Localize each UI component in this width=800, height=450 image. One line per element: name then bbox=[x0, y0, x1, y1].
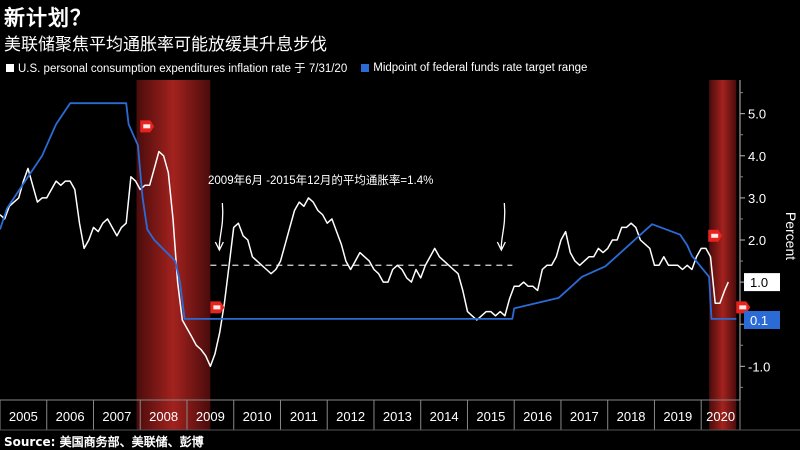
annotation-arrow-right bbox=[500, 202, 506, 251]
recession-flag-mark bbox=[213, 305, 221, 310]
y-tick-label: 4.0 bbox=[748, 149, 766, 164]
x-tick-label: 2010 bbox=[243, 409, 272, 424]
last-value-box-ffr bbox=[744, 311, 780, 329]
series-line-pce bbox=[0, 150, 729, 368]
page-title: 新计划？ bbox=[4, 6, 92, 30]
y-tick-label: -1.0 bbox=[748, 359, 770, 374]
x-tick-label: 2015 bbox=[476, 409, 505, 424]
x-tick-label: 2017 bbox=[570, 409, 599, 424]
recession-band bbox=[136, 80, 211, 430]
recession-flag-mark bbox=[739, 305, 747, 310]
x-tick-label: 2013 bbox=[383, 409, 412, 424]
x-tick-label: 2012 bbox=[336, 409, 365, 424]
annotation-arrow-right-head bbox=[496, 241, 506, 252]
y-tick-label: 3.0 bbox=[748, 191, 766, 206]
x-tick-label: 2008 bbox=[149, 409, 178, 424]
recession-flag-mark bbox=[143, 124, 151, 129]
x-tick-label: 2005 bbox=[9, 409, 38, 424]
last-value-label-pce: 1.0 bbox=[750, 275, 768, 290]
x-tick-label: 2007 bbox=[102, 409, 131, 424]
x-tick-label: 2016 bbox=[523, 409, 552, 424]
chart-legend: U.S. personal consumption expenditures i… bbox=[6, 60, 601, 76]
x-tick-label: 2020 bbox=[706, 409, 735, 424]
annotation-arrow-left bbox=[218, 202, 224, 251]
y-axis-title: Percent bbox=[783, 212, 799, 260]
x-tick-label: 2011 bbox=[290, 409, 318, 424]
legend-item-pce: U.S. personal consumption expenditures i… bbox=[6, 60, 347, 76]
x-tick-label: 2018 bbox=[617, 409, 646, 424]
x-tick-label: 2019 bbox=[663, 409, 692, 424]
x-tick-label: 2014 bbox=[430, 409, 459, 424]
last-value-box-pce bbox=[744, 273, 780, 292]
legend-item-ffr: Midpoint of federal funds rate target ra… bbox=[361, 62, 587, 74]
x-tick-label: 2006 bbox=[56, 409, 85, 424]
annotation-arrow-left-head bbox=[214, 241, 224, 252]
legend-swatch-pce bbox=[6, 64, 14, 72]
last-value-label-ffr: 0.1 bbox=[750, 313, 768, 328]
y-tick-label: 2.0 bbox=[748, 233, 766, 248]
x-tick-label: 2009 bbox=[196, 409, 225, 424]
recession-band bbox=[709, 80, 737, 430]
source-note: Source: 美国商务部、美联储、彭博 bbox=[4, 435, 204, 449]
legend-swatch-ffr bbox=[361, 64, 370, 72]
recession-flag-mark bbox=[711, 233, 719, 238]
y-tick-label: 5.0 bbox=[748, 107, 766, 122]
series-line-ffr bbox=[0, 102, 737, 320]
page-subtitle: 美联储聚焦平均通胀率可能放缓其升息步伐 bbox=[4, 35, 327, 55]
legend-label-pce: U.S. personal consumption expenditures i… bbox=[18, 63, 348, 75]
annotation-text: 2009年6月 -2015年12月的平均通胀率=1.4% bbox=[208, 173, 433, 187]
legend-label-ffr: Midpoint of federal funds rate target ra… bbox=[373, 62, 588, 74]
